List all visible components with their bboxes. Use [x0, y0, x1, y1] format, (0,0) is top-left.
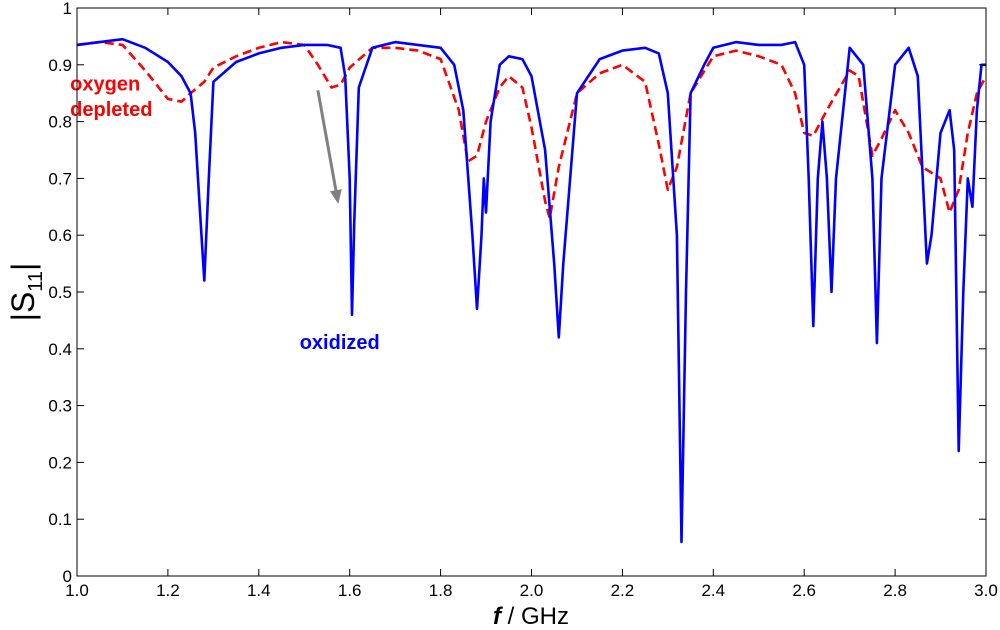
x-axis-title: f / GHz	[493, 603, 569, 630]
arrow-head	[329, 189, 342, 204]
x-tick-label: 3.0	[974, 581, 998, 600]
y-tick-label: 0.3	[48, 397, 72, 416]
y-tick-label: 0.4	[48, 340, 72, 359]
series-line-oxidized	[76, 37, 986, 544]
x-tick-label: 2.4	[701, 581, 725, 600]
y-tick-label: 0.7	[48, 169, 72, 188]
annotation-label: oxidized	[300, 332, 380, 354]
y-axis-title: |S11|	[5, 263, 47, 322]
x-tick-label: 1.8	[429, 581, 453, 600]
y-axis-title-sub: 11	[25, 271, 47, 292]
y-tick-label: 1	[63, 0, 72, 18]
y-tick-label: 0.8	[48, 113, 72, 132]
y-axis-title-main: |S	[5, 292, 41, 322]
x-tick-label: 2.8	[883, 581, 907, 600]
x-tick-label: 2.6	[792, 581, 816, 600]
x-tick-label: 1.2	[156, 581, 180, 600]
x-tick-label: 1.0	[65, 581, 89, 600]
x-tick-label: 2.0	[520, 581, 544, 600]
x-axis-title-italic: f	[493, 603, 503, 630]
plot-area	[77, 8, 986, 576]
y-tick-label: 0.2	[48, 453, 72, 472]
annotation-label: oxygen	[70, 73, 140, 95]
annotation-label: depleted	[70, 99, 152, 121]
y-axis-title-end: |	[5, 263, 41, 271]
y-tick-label: 0.9	[48, 56, 72, 75]
y-tick-label: 0	[63, 567, 72, 586]
arrow-shaft	[316, 90, 338, 191]
y-tick-label: 0.1	[48, 510, 72, 529]
x-tick-label: 1.4	[247, 581, 271, 600]
y-tick-label: 0.5	[48, 283, 72, 302]
x-tick-label: 1.6	[338, 581, 362, 600]
x-axis-title-unit: / GHz	[501, 603, 569, 630]
series-line-oxygen-depleted	[76, 40, 988, 220]
x-tick-label: 2.2	[611, 581, 635, 600]
y-tick-label: 0.6	[48, 226, 72, 245]
